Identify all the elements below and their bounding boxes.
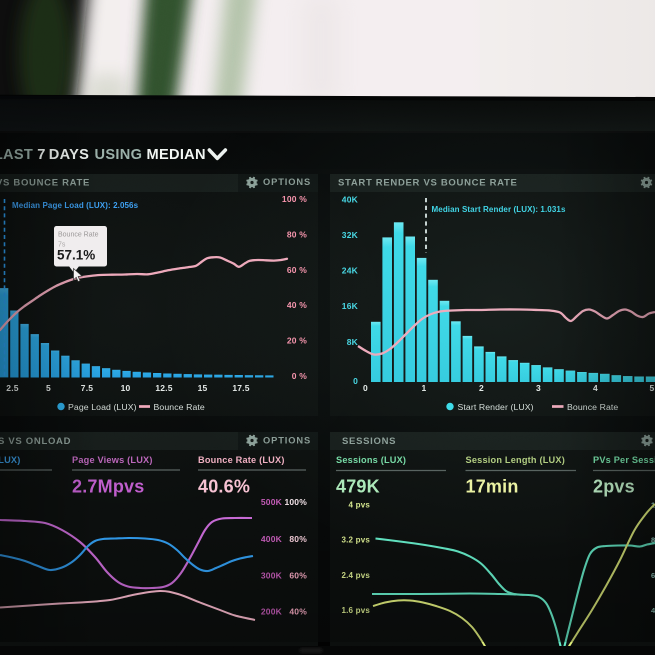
svg-text:Bounce Rate: Bounce Rate xyxy=(58,232,99,239)
svg-text:57.1%: 57.1% xyxy=(57,248,95,263)
svg-text:7s: 7s xyxy=(58,242,66,249)
